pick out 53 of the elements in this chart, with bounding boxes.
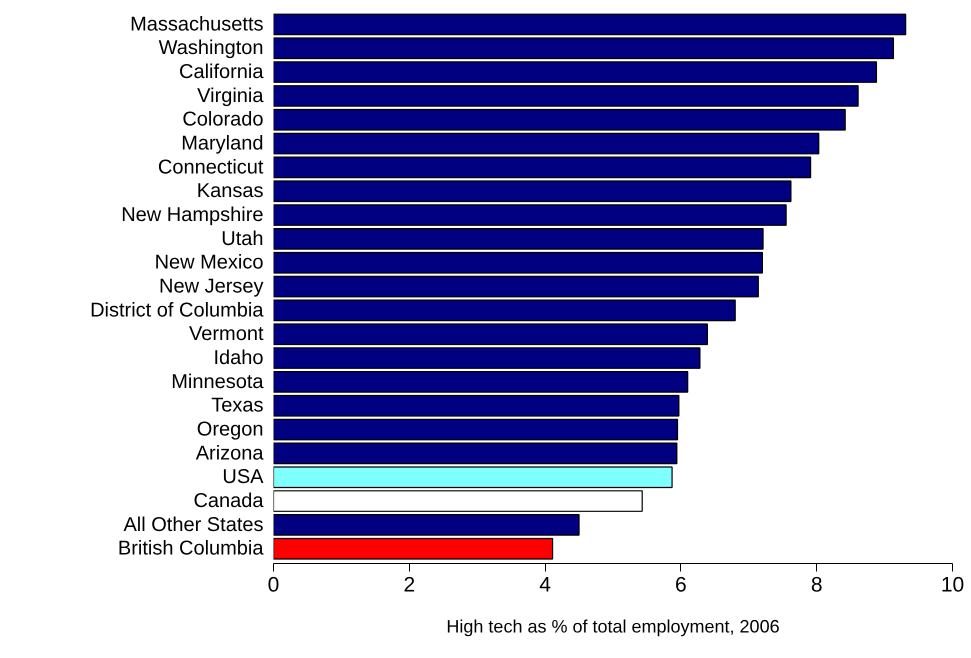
bar bbox=[274, 442, 678, 464]
bar bbox=[274, 85, 859, 107]
bar bbox=[274, 300, 736, 322]
y-tick-label: All Other States bbox=[123, 514, 264, 536]
y-tick-label: New Hampshire bbox=[121, 204, 264, 226]
y-tick-label: Idaho bbox=[213, 347, 264, 370]
bar bbox=[274, 394, 680, 417]
bar bbox=[274, 538, 554, 560]
bar bbox=[274, 37, 894, 60]
bar bbox=[274, 490, 643, 512]
bar bbox=[274, 61, 878, 83]
bar bbox=[274, 347, 701, 369]
y-tick-label: British Columbia bbox=[118, 538, 264, 560]
y-tick-label: Kansas bbox=[196, 180, 264, 202]
x-tick-label: 2 bbox=[403, 574, 416, 596]
x-tick-label: 0 bbox=[268, 574, 280, 596]
bar bbox=[274, 228, 764, 250]
bar bbox=[274, 14, 906, 36]
bar bbox=[274, 132, 820, 154]
x-tick-label: 6 bbox=[675, 574, 687, 596]
y-tick-label: Colorado bbox=[182, 108, 264, 131]
y-tick-label: New Mexico bbox=[154, 252, 264, 274]
bar bbox=[274, 156, 812, 178]
y-tick-label: Maryland bbox=[181, 132, 264, 155]
y-tick-label: USA bbox=[222, 466, 264, 488]
bar bbox=[274, 371, 688, 393]
bar bbox=[274, 108, 846, 131]
bar bbox=[274, 466, 673, 488]
bar bbox=[274, 418, 678, 440]
x-axis-title: High tech as % of total employment, 2006 bbox=[446, 616, 780, 636]
y-tick-label: California bbox=[179, 61, 264, 84]
bar bbox=[274, 180, 792, 202]
bar bbox=[274, 323, 708, 346]
bar bbox=[274, 514, 580, 536]
y-tick-label: Utah bbox=[221, 228, 264, 250]
bar bbox=[274, 276, 759, 298]
y-tick-label: Texas bbox=[211, 394, 264, 417]
bar bbox=[274, 252, 763, 274]
y-tick-label: Massachusetts bbox=[130, 13, 264, 36]
y-tick-label: Minnesota bbox=[171, 370, 264, 393]
y-tick-label: Canada bbox=[193, 490, 264, 512]
x-tick-label: 4 bbox=[539, 574, 552, 596]
y-tick-label: New Jersey bbox=[159, 276, 264, 298]
y-tick-label: Connecticut bbox=[158, 156, 264, 178]
y-tick-label: Virginia bbox=[197, 84, 264, 107]
x-tick-label: 10 bbox=[940, 574, 964, 596]
y-tick-label: Vermont bbox=[189, 323, 264, 346]
y-tick-label: Washington bbox=[158, 37, 264, 60]
y-tick-label: Oregon bbox=[196, 418, 264, 441]
y-tick-label: Arizona bbox=[196, 442, 264, 464]
x-tick-label: 8 bbox=[810, 574, 823, 596]
y-tick-label: District of Columbia bbox=[90, 299, 264, 322]
bar bbox=[274, 204, 787, 226]
